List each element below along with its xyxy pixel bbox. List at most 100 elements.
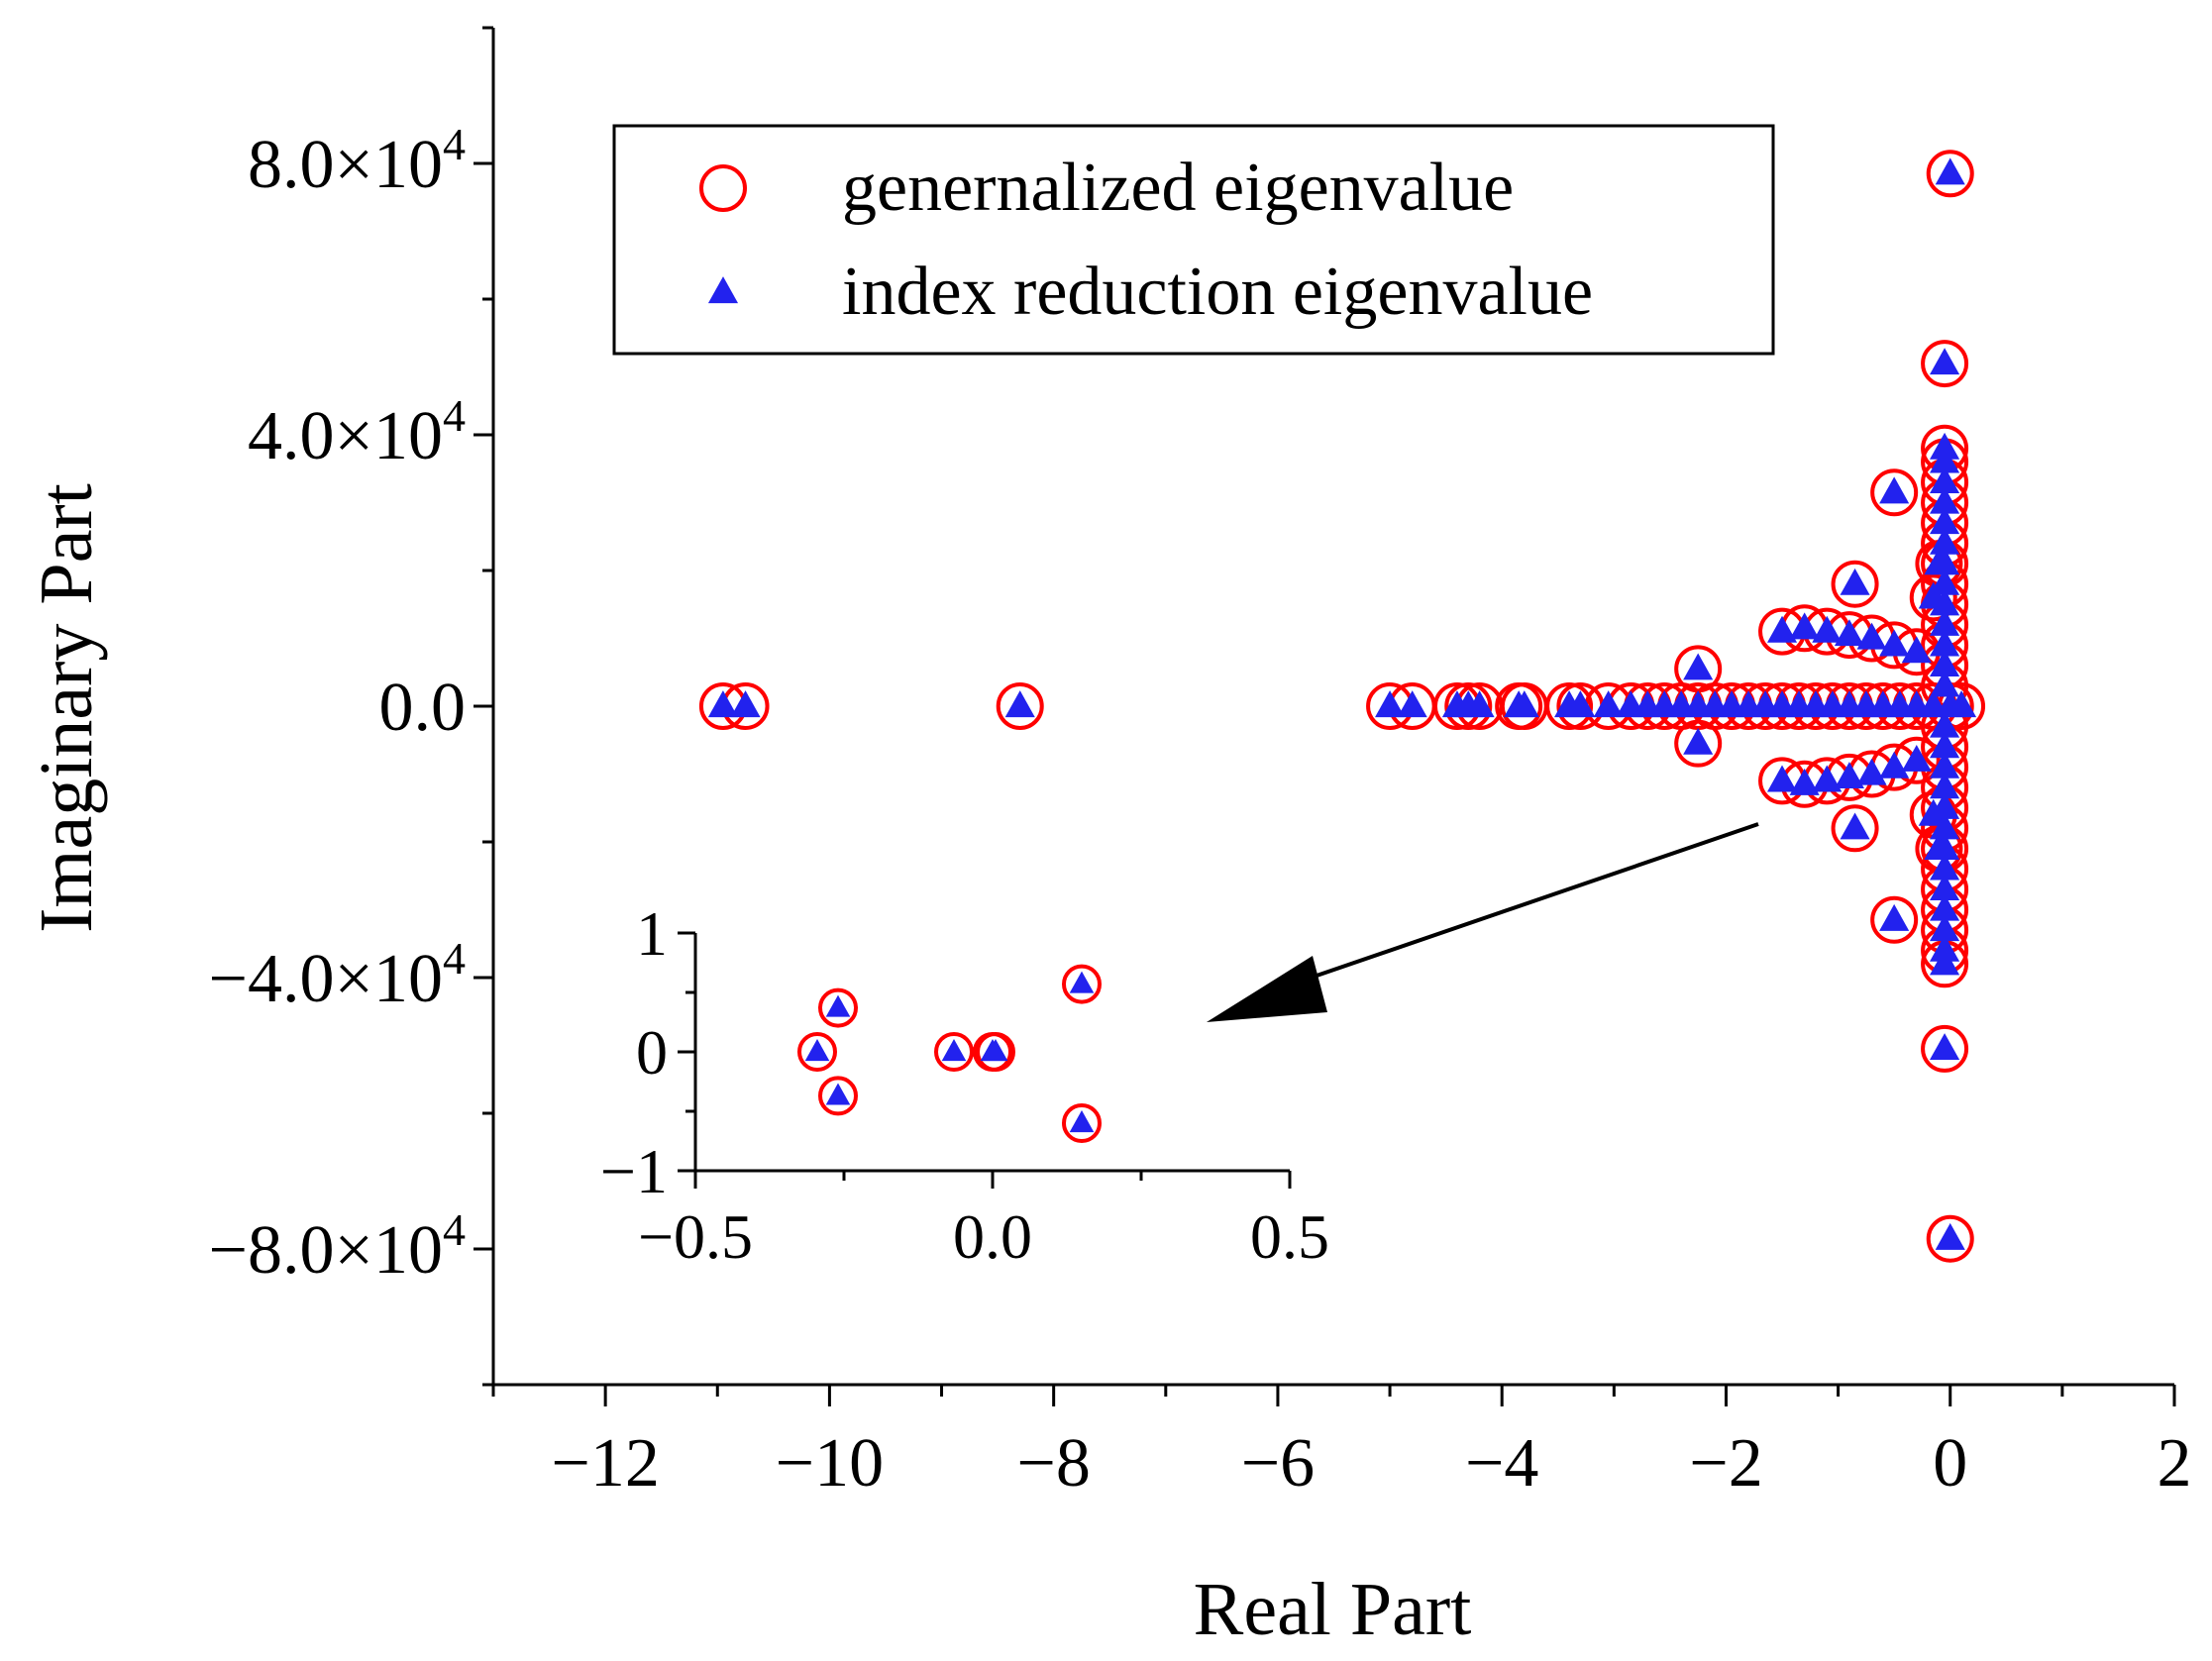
data-point-triangle [1565,690,1596,718]
data-point-triangle [1935,1222,1965,1250]
data-point-triangle [1930,710,1960,738]
data-point-triangle [1930,948,1960,976]
data-point-triangle [1879,629,1910,657]
x-tick-label: −6 [1241,1425,1315,1502]
data-point-triangle [1879,476,1910,504]
data-point-triangle [1930,548,1960,575]
legend-label: index reduction eigenvalue [842,254,1593,330]
data-point-triangle [825,1083,851,1105]
inset-x-tick-label: −0.5 [638,1201,753,1272]
inset-x-tick-label: 0.0 [953,1201,1032,1272]
data-point-triangle [730,690,761,718]
inset-series-generalized [797,964,1102,1143]
data-point-circle [1062,1103,1102,1143]
data-point-triangle [707,276,739,304]
x-tick-label: −8 [1016,1425,1090,1502]
y-axis-title: Imaginary Part [25,483,108,933]
data-point-triangle [1930,588,1960,616]
data-point-circle [699,164,747,212]
data-point-circle [1831,560,1879,608]
inset-y-tick-label: 1 [636,898,668,969]
y-tick-label: 4.0×104 [248,390,466,474]
x-tick-label: 0 [1933,1425,1967,1502]
y-tick-label: −4.0×104 [209,933,466,1017]
data-point-triangle [1397,690,1427,718]
data-point-triangle [1930,467,1960,494]
data-point-triangle [707,690,738,718]
inset-x-tick-label: 0.5 [1250,1201,1329,1272]
data-point-triangle [1766,615,1798,643]
data-point-triangle [983,1039,1008,1062]
data-point-triangle [1930,446,1960,473]
data-point-triangle [1930,833,1960,860]
data-point-triangle [1930,791,1960,819]
data-point-triangle [1879,751,1910,779]
inset-y-tick-label: −1 [600,1136,668,1206]
legend-label: genernalized eigenvalue [842,150,1514,226]
x-tick-label: −10 [776,1425,884,1502]
x-tick-label: −2 [1689,1425,1762,1502]
inset-plot: −0.5 0.0 0.5 −1 0 1 [600,898,1329,1272]
data-point-triangle [1930,608,1960,636]
data-point-circle [1545,682,1594,730]
data-point-triangle [1069,971,1095,993]
data-point-triangle [1930,629,1960,657]
data-point-circle [1909,573,1957,622]
data-point-circle [1870,895,1919,944]
data-point-triangle [1930,527,1960,555]
data-point-triangle [1930,670,1960,697]
data-point-circle [797,1032,837,1072]
data-point-triangle [1930,893,1960,921]
data-point-circle [1870,468,1919,517]
data-point-triangle [1930,507,1960,535]
data-point-triangle [1812,615,1843,643]
data-point-triangle [825,994,851,1017]
data-point-triangle [1069,1110,1095,1133]
data-point-triangle [1930,1033,1960,1061]
data-point-circle [934,1032,974,1072]
y-tick-label: 0.0 [379,670,467,746]
data-point-triangle [1930,914,1960,942]
x-axis-title: Real Part [1194,1568,1472,1651]
data-point-triangle [1930,772,1960,799]
data-point-triangle [804,1039,830,1062]
data-point-triangle [1930,853,1960,881]
data-point-triangle [1901,744,1932,772]
data-point-circle [976,1032,1015,1072]
data-point-triangle [1946,690,1977,718]
data-point-circle [1831,804,1879,853]
data-point-triangle [1901,636,1932,664]
data-point-circle [996,682,1044,730]
data-point-triangle [1789,768,1820,795]
data-point-triangle [1930,751,1960,779]
data-point-triangle [1856,622,1887,650]
data-point-circle [1921,340,1969,388]
inset-y-tick-label: 0 [636,1017,668,1088]
legend: genernalized eigenvalue index reduction e… [612,124,1775,356]
data-point-triangle [1930,486,1960,514]
data-point-circle [1926,1214,1974,1263]
inset-series-index-reduction [804,971,1095,1133]
data-point-circle [1444,682,1493,730]
x-tick-label: −4 [1465,1425,1538,1502]
y-tick-label: −8.0×104 [209,1204,466,1289]
arrow-shaft [1287,822,1759,987]
data-point-triangle [1930,650,1960,676]
data-point-triangle [1683,653,1714,680]
x-tick-label: 2 [2158,1425,2192,1502]
data-point-circle [1062,964,1102,1004]
data-point-triangle [1766,765,1798,792]
data-point-triangle [1856,758,1887,785]
data-point-triangle [1683,727,1714,755]
data-point-triangle [1879,903,1910,931]
data-point-triangle [1789,612,1820,640]
data-point-triangle [1840,568,1870,595]
data-point-triangle [1004,690,1035,718]
data-point-circle [818,987,858,1028]
y-tick-label: 8.0×104 [248,119,466,203]
data-point-triangle [1593,690,1624,718]
data-point-triangle [1812,765,1843,792]
data-point-circle [1674,719,1723,768]
legend-box [612,124,1775,356]
